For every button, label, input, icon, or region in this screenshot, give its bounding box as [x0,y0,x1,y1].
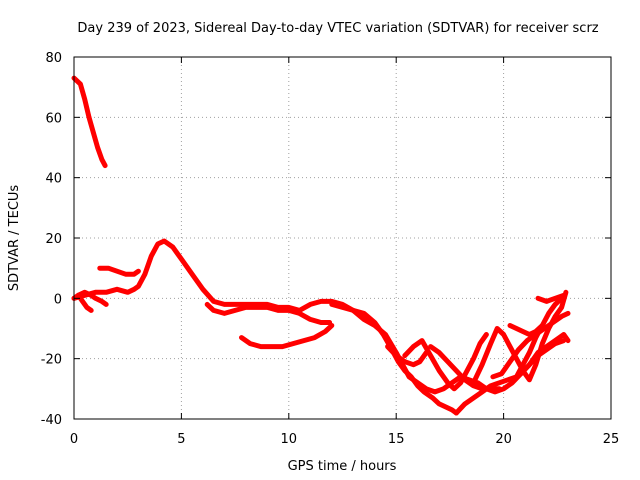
y-tick-label: 80 [45,51,62,66]
x-tick-label: 10 [281,432,298,447]
y-tick-label: -20 [41,353,62,368]
series-line-track-16 [535,292,567,304]
y-tick-labels: -40 -20 0 20 40 60 80 [41,51,62,428]
x-tick-label: 25 [603,432,620,447]
x-axis-label: GPS time / hours [288,459,397,474]
series-line-track-3 [75,289,109,307]
y-tick-label: 20 [45,232,62,247]
series-line-track-12 [453,295,565,416]
x-tick-label: 5 [177,432,185,447]
chart-title: Day 239 of 2023, Sidereal Day-to-day VTE… [77,21,598,36]
series-line-track-9 [385,344,429,368]
series-line-track-10 [402,332,489,392]
y-tick-label: 0 [54,292,62,307]
series-line-track-5 [97,265,141,277]
series-group [71,75,571,416]
series-line-track-4 [71,238,567,395]
series-line-track-8 [329,301,459,416]
series-line-track-14 [490,310,571,380]
y-tick-label: 40 [45,172,62,187]
x-tick-label: 15 [388,432,405,447]
series-line-track-15 [507,323,545,337]
y-tick-label: 60 [45,111,62,126]
series-line-track-6 [204,301,333,325]
series-line-track-7 [239,323,335,350]
axis-ticks [73,56,612,420]
y-tick-label: -40 [41,413,62,428]
grid [74,57,611,419]
y-axis-label: SDTVAR / TECUs [7,185,22,292]
x-tick-label: 20 [495,432,512,447]
series-line-track-1 [71,75,108,169]
x-tick-labels: 0 5 10 15 20 25 [70,432,619,447]
x-tick-label: 0 [70,432,78,447]
series-line-track-17 [518,332,571,377]
